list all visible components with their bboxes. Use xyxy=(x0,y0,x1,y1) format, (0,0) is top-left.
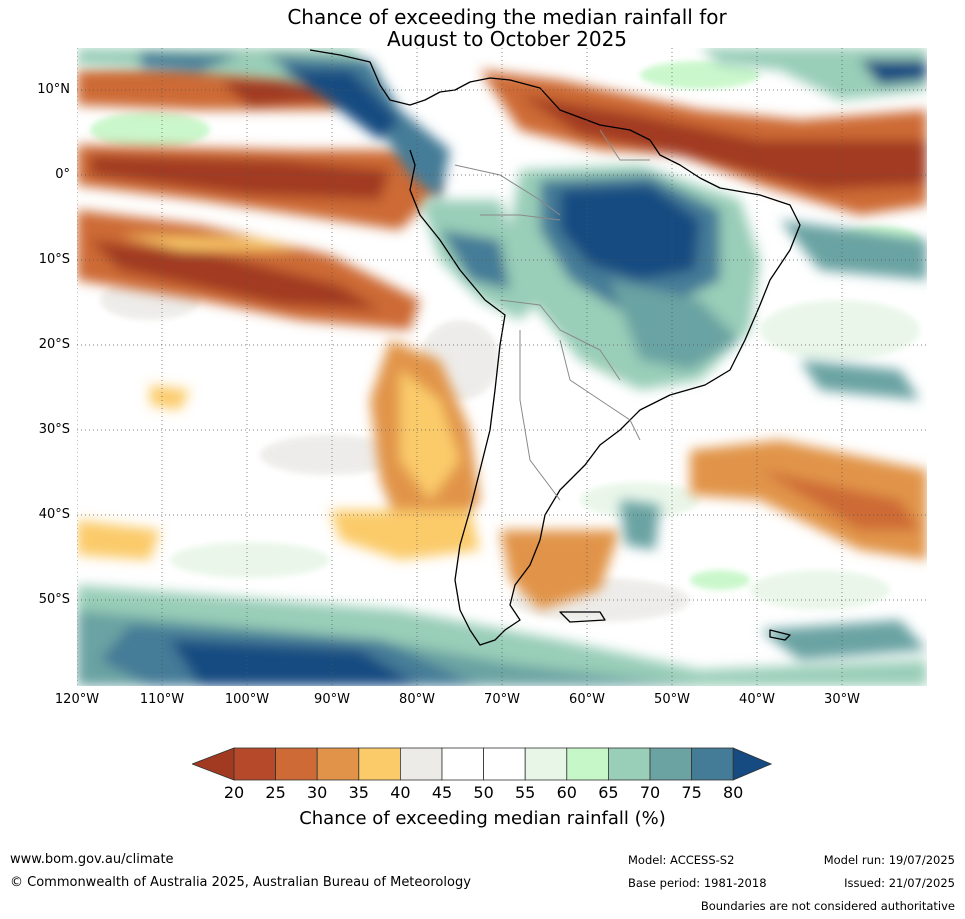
colorbar-tick-label: 55 xyxy=(515,783,536,802)
boundaries-disclaimer: Boundaries are not considered authoritat… xyxy=(700,899,955,913)
colorbar-swatch xyxy=(399,747,443,781)
colorbar-tick-label: 20 xyxy=(223,783,245,802)
colorbar-tick-label: 60 xyxy=(556,783,577,802)
lat-label-20s: 20°S xyxy=(38,337,70,352)
colorbar xyxy=(192,747,773,781)
lon-label-80w: 80°W xyxy=(399,692,435,707)
colorbar-label: Chance of exceeding median rainfall (%) xyxy=(299,808,666,829)
lon-label-60w: 60°W xyxy=(569,692,605,707)
colorbar-extend-low xyxy=(192,747,235,781)
lat-label-40s: 40°S xyxy=(38,507,70,522)
colorbar-swatch xyxy=(483,747,526,781)
dry-anomaly-layer xyxy=(77,60,927,610)
lon-label-50w: 50°W xyxy=(654,692,690,707)
colorbar-swatch xyxy=(649,747,692,781)
country-borders xyxy=(454,129,650,501)
lon-label-40w: 40°W xyxy=(739,692,775,707)
lat-label-10n: 10°N xyxy=(37,82,70,97)
colorbar-swatch xyxy=(607,747,651,781)
model-run-date: Model run: 19/07/2025 xyxy=(823,853,955,867)
lon-label-110w: 110°W xyxy=(139,692,185,707)
colorbar-extend-high xyxy=(732,747,773,781)
colorbar-tick-label: 70 xyxy=(639,783,661,802)
colorbar-swatch xyxy=(566,747,609,781)
lon-label-70w: 70°W xyxy=(484,692,520,707)
colorbar-tick-label: 65 xyxy=(598,783,619,802)
model-name: Model: ACCESS-S2 xyxy=(628,853,735,867)
colorbar-swatch xyxy=(316,747,360,781)
colorbar-swatch xyxy=(233,747,276,781)
map-title-line2: August to October 2025 xyxy=(386,27,628,51)
map-plot-area xyxy=(77,48,927,686)
colorbar-tick-label: 75 xyxy=(681,783,702,802)
map-title-line1: Chance of exceeding the median rainfall … xyxy=(287,5,727,29)
colorbar-tick-label: 35 xyxy=(348,783,369,802)
lat-label-0: 0° xyxy=(55,167,70,182)
website-link[interactable]: www.bom.gov.au/climate xyxy=(10,852,174,867)
lon-label-120w: 120°W xyxy=(54,692,100,707)
lat-label-50s: 50°S xyxy=(38,592,70,607)
colorbar-swatch xyxy=(441,747,484,781)
colorbar-tick-label: 80 xyxy=(723,783,744,802)
lon-label-90w: 90°W xyxy=(314,692,350,707)
lon-label-30w: 30°W xyxy=(824,692,860,707)
colorbar-swatch xyxy=(691,747,734,781)
colorbar-swatch xyxy=(275,747,318,781)
lat-label-30s: 30°S xyxy=(38,422,70,437)
colorbar-tick-label: 30 xyxy=(307,783,328,802)
base-period: Base period: 1981-2018 xyxy=(628,876,767,890)
issued-date: Issued: 21/07/2025 xyxy=(844,876,955,890)
rainfall-probability-map xyxy=(77,48,927,686)
graticule xyxy=(77,48,927,686)
colorbar-tick-label: 25 xyxy=(265,783,286,802)
wet-anomaly-layer xyxy=(77,48,927,686)
copyright-text: © Commonwealth of Australia 2025, Austra… xyxy=(10,875,471,890)
lon-label-100w: 100°W xyxy=(224,692,270,707)
colorbar-tick-label: 45 xyxy=(431,783,453,802)
lat-label-10s: 10°S xyxy=(38,252,70,267)
colorbar-tick-label: 50 xyxy=(473,783,494,802)
colorbar-swatch xyxy=(358,747,401,781)
colorbar-swatch xyxy=(524,747,568,781)
colorbar-tick-label: 40 xyxy=(390,783,411,802)
